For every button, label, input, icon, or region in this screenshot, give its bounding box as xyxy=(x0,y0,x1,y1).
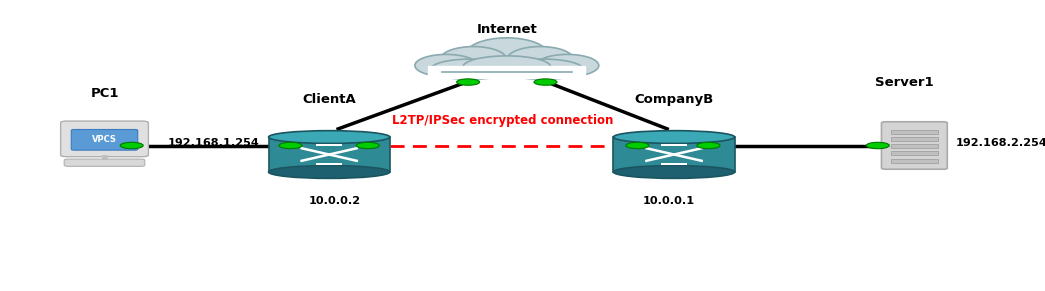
Ellipse shape xyxy=(415,54,478,77)
Ellipse shape xyxy=(269,166,390,178)
Circle shape xyxy=(697,142,720,149)
Text: 10.0.0.1: 10.0.0.1 xyxy=(643,196,695,206)
Text: 10.0.0.2: 10.0.0.2 xyxy=(308,196,361,206)
Circle shape xyxy=(534,79,557,85)
Ellipse shape xyxy=(415,54,478,77)
Circle shape xyxy=(279,142,302,149)
Text: Server1: Server1 xyxy=(875,76,933,89)
Ellipse shape xyxy=(269,131,390,143)
FancyBboxPatch shape xyxy=(882,122,948,169)
Ellipse shape xyxy=(613,166,735,178)
Ellipse shape xyxy=(463,56,551,78)
Text: 192.168.1.254: 192.168.1.254 xyxy=(167,138,259,148)
Ellipse shape xyxy=(465,38,549,73)
Ellipse shape xyxy=(431,59,510,79)
Bar xyxy=(428,66,585,78)
Ellipse shape xyxy=(507,47,574,73)
Text: VPCS: VPCS xyxy=(92,135,117,144)
Bar xyxy=(613,137,735,172)
Text: CompanyB: CompanyB xyxy=(634,93,714,106)
Ellipse shape xyxy=(507,47,574,73)
Bar xyxy=(890,144,938,148)
Text: Internet: Internet xyxy=(477,22,537,36)
Ellipse shape xyxy=(440,47,507,73)
Ellipse shape xyxy=(536,54,599,77)
Bar xyxy=(890,159,938,163)
Bar xyxy=(890,137,938,141)
FancyBboxPatch shape xyxy=(64,159,145,166)
FancyBboxPatch shape xyxy=(61,121,148,157)
Text: 192.168.2.254: 192.168.2.254 xyxy=(956,138,1045,148)
Text: ClientA: ClientA xyxy=(302,93,356,106)
Ellipse shape xyxy=(613,131,735,143)
Circle shape xyxy=(626,142,649,149)
Ellipse shape xyxy=(504,59,583,79)
Ellipse shape xyxy=(431,59,510,79)
Bar xyxy=(890,130,938,134)
Circle shape xyxy=(866,142,889,149)
Ellipse shape xyxy=(463,56,551,78)
Text: L2TP/IPSec encrypted connection: L2TP/IPSec encrypted connection xyxy=(392,113,613,127)
Ellipse shape xyxy=(440,47,507,73)
Circle shape xyxy=(356,142,379,149)
Ellipse shape xyxy=(465,38,549,73)
Circle shape xyxy=(457,79,480,85)
Bar xyxy=(890,151,938,155)
FancyBboxPatch shape xyxy=(71,129,138,150)
Text: PC1: PC1 xyxy=(90,87,119,100)
Circle shape xyxy=(120,142,143,149)
Ellipse shape xyxy=(536,54,599,77)
Ellipse shape xyxy=(504,59,583,79)
Bar xyxy=(269,137,390,172)
